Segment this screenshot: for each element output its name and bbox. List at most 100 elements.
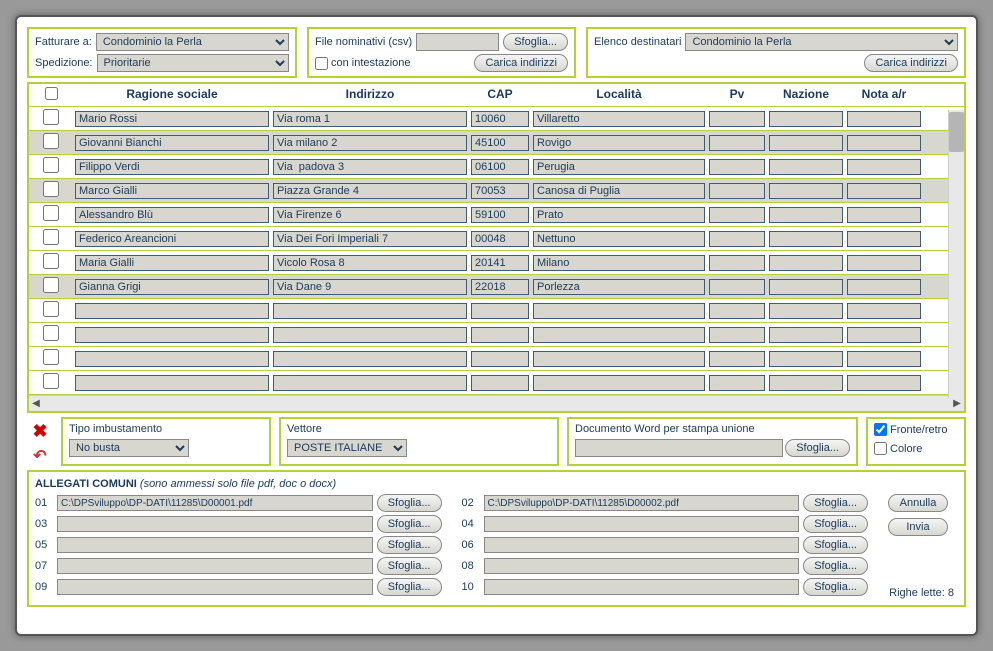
- cell-nota[interactable]: [847, 303, 921, 319]
- cell-nazione[interactable]: [769, 159, 843, 175]
- cell-indirizzo[interactable]: [273, 183, 467, 199]
- row-checkbox[interactable]: [31, 205, 71, 221]
- cell-nota[interactable]: [847, 231, 921, 247]
- con-intestazione-checkbox[interactable]: [315, 57, 328, 70]
- cell-indirizzo[interactable]: [273, 111, 467, 127]
- scroll-right-icon[interactable]: ▶: [950, 398, 964, 409]
- sfoglia-allegato-button[interactable]: Sfoglia...: [377, 557, 442, 575]
- cell-cap[interactable]: [471, 207, 529, 223]
- cell-pv[interactable]: [709, 159, 765, 175]
- row-checkbox[interactable]: [31, 277, 71, 293]
- cell-cap[interactable]: [471, 111, 529, 127]
- cell-indirizzo[interactable]: [273, 327, 467, 343]
- cell-indirizzo[interactable]: [273, 135, 467, 151]
- sfoglia-allegato-button[interactable]: Sfoglia...: [803, 515, 868, 533]
- doc-input[interactable]: [575, 439, 783, 457]
- row-checkbox[interactable]: [31, 373, 71, 389]
- cell-localita[interactable]: [533, 135, 705, 151]
- horizontal-scrollbar[interactable]: ◀ ▶: [29, 395, 964, 411]
- vettore-select[interactable]: POSTE ITALIANE: [287, 439, 407, 457]
- cell-ragione[interactable]: [75, 207, 269, 223]
- row-checkbox[interactable]: [31, 325, 71, 341]
- cell-indirizzo[interactable]: [273, 351, 467, 367]
- invia-button[interactable]: Invia: [888, 518, 948, 536]
- colore-checkbox[interactable]: [874, 442, 887, 455]
- cell-pv[interactable]: [709, 255, 765, 271]
- allegato-path-input[interactable]: [57, 516, 373, 532]
- row-checkbox[interactable]: [31, 349, 71, 365]
- cell-ragione[interactable]: [75, 255, 269, 271]
- undo-icon[interactable]: ↶: [27, 446, 53, 466]
- cell-pv[interactable]: [709, 231, 765, 247]
- row-checkbox[interactable]: [31, 133, 71, 149]
- table-row[interactable]: [29, 371, 964, 395]
- row-checkbox[interactable]: [31, 253, 71, 269]
- cell-ragione[interactable]: [75, 279, 269, 295]
- cell-pv[interactable]: [709, 303, 765, 319]
- allegato-path-input[interactable]: [484, 558, 800, 574]
- table-row[interactable]: [29, 203, 964, 227]
- cell-nazione[interactable]: [769, 351, 843, 367]
- cell-indirizzo[interactable]: [273, 231, 467, 247]
- cell-nota[interactable]: [847, 375, 921, 391]
- sfoglia-allegato-button[interactable]: Sfoglia...: [377, 578, 442, 596]
- cell-cap[interactable]: [471, 231, 529, 247]
- cell-localita[interactable]: [533, 255, 705, 271]
- table-row[interactable]: [29, 131, 964, 155]
- cell-cap[interactable]: [471, 303, 529, 319]
- cell-indirizzo[interactable]: [273, 303, 467, 319]
- sfoglia-allegato-button[interactable]: Sfoglia...: [803, 578, 868, 596]
- vertical-scrollbar[interactable]: [948, 110, 964, 398]
- table-row[interactable]: [29, 275, 964, 299]
- cell-ragione[interactable]: [75, 303, 269, 319]
- cell-localita[interactable]: [533, 159, 705, 175]
- sfoglia-allegato-button[interactable]: Sfoglia...: [377, 515, 442, 533]
- cell-ragione[interactable]: [75, 231, 269, 247]
- allegato-path-input[interactable]: [484, 579, 800, 595]
- fronte-retro-checkbox[interactable]: [874, 423, 887, 436]
- cell-nota[interactable]: [847, 183, 921, 199]
- cell-indirizzo[interactable]: [273, 207, 467, 223]
- cell-indirizzo[interactable]: [273, 159, 467, 175]
- cell-nazione[interactable]: [769, 327, 843, 343]
- cell-ragione[interactable]: [75, 111, 269, 127]
- sfoglia-allegato-button[interactable]: Sfoglia...: [803, 536, 868, 554]
- tipo-select[interactable]: No busta: [69, 439, 189, 457]
- cell-cap[interactable]: [471, 135, 529, 151]
- cell-cap[interactable]: [471, 159, 529, 175]
- cell-nazione[interactable]: [769, 183, 843, 199]
- cell-localita[interactable]: [533, 327, 705, 343]
- elenco-dest-select[interactable]: Condominio la Perla: [685, 33, 958, 51]
- cell-nazione[interactable]: [769, 231, 843, 247]
- allegato-path-input[interactable]: [484, 516, 800, 532]
- cell-ragione[interactable]: [75, 135, 269, 151]
- table-row[interactable]: [29, 347, 964, 371]
- carica-indirizzi-elenco-button[interactable]: Carica indirizzi: [864, 54, 958, 72]
- cell-ragione[interactable]: [75, 351, 269, 367]
- delete-icon[interactable]: ✖: [27, 421, 53, 442]
- cell-pv[interactable]: [709, 279, 765, 295]
- cell-ragione[interactable]: [75, 375, 269, 391]
- cell-nazione[interactable]: [769, 207, 843, 223]
- table-row[interactable]: [29, 227, 964, 251]
- cell-ragione[interactable]: [75, 183, 269, 199]
- cell-localita[interactable]: [533, 303, 705, 319]
- cell-nazione[interactable]: [769, 375, 843, 391]
- cell-localita[interactable]: [533, 183, 705, 199]
- scroll-left-icon[interactable]: ◀: [29, 398, 43, 409]
- cell-localita[interactable]: [533, 375, 705, 391]
- carica-indirizzi-csv-button[interactable]: Carica indirizzi: [474, 54, 568, 72]
- cell-nazione[interactable]: [769, 279, 843, 295]
- table-row[interactable]: [29, 107, 964, 131]
- cell-cap[interactable]: [471, 255, 529, 271]
- cell-cap[interactable]: [471, 183, 529, 199]
- sfoglia-allegato-button[interactable]: Sfoglia...: [803, 494, 868, 512]
- table-row[interactable]: [29, 251, 964, 275]
- cell-pv[interactable]: [709, 351, 765, 367]
- cell-localita[interactable]: [533, 111, 705, 127]
- cell-nota[interactable]: [847, 327, 921, 343]
- select-all-checkbox[interactable]: [45, 87, 58, 100]
- cell-indirizzo[interactable]: [273, 255, 467, 271]
- cell-cap[interactable]: [471, 279, 529, 295]
- cell-pv[interactable]: [709, 111, 765, 127]
